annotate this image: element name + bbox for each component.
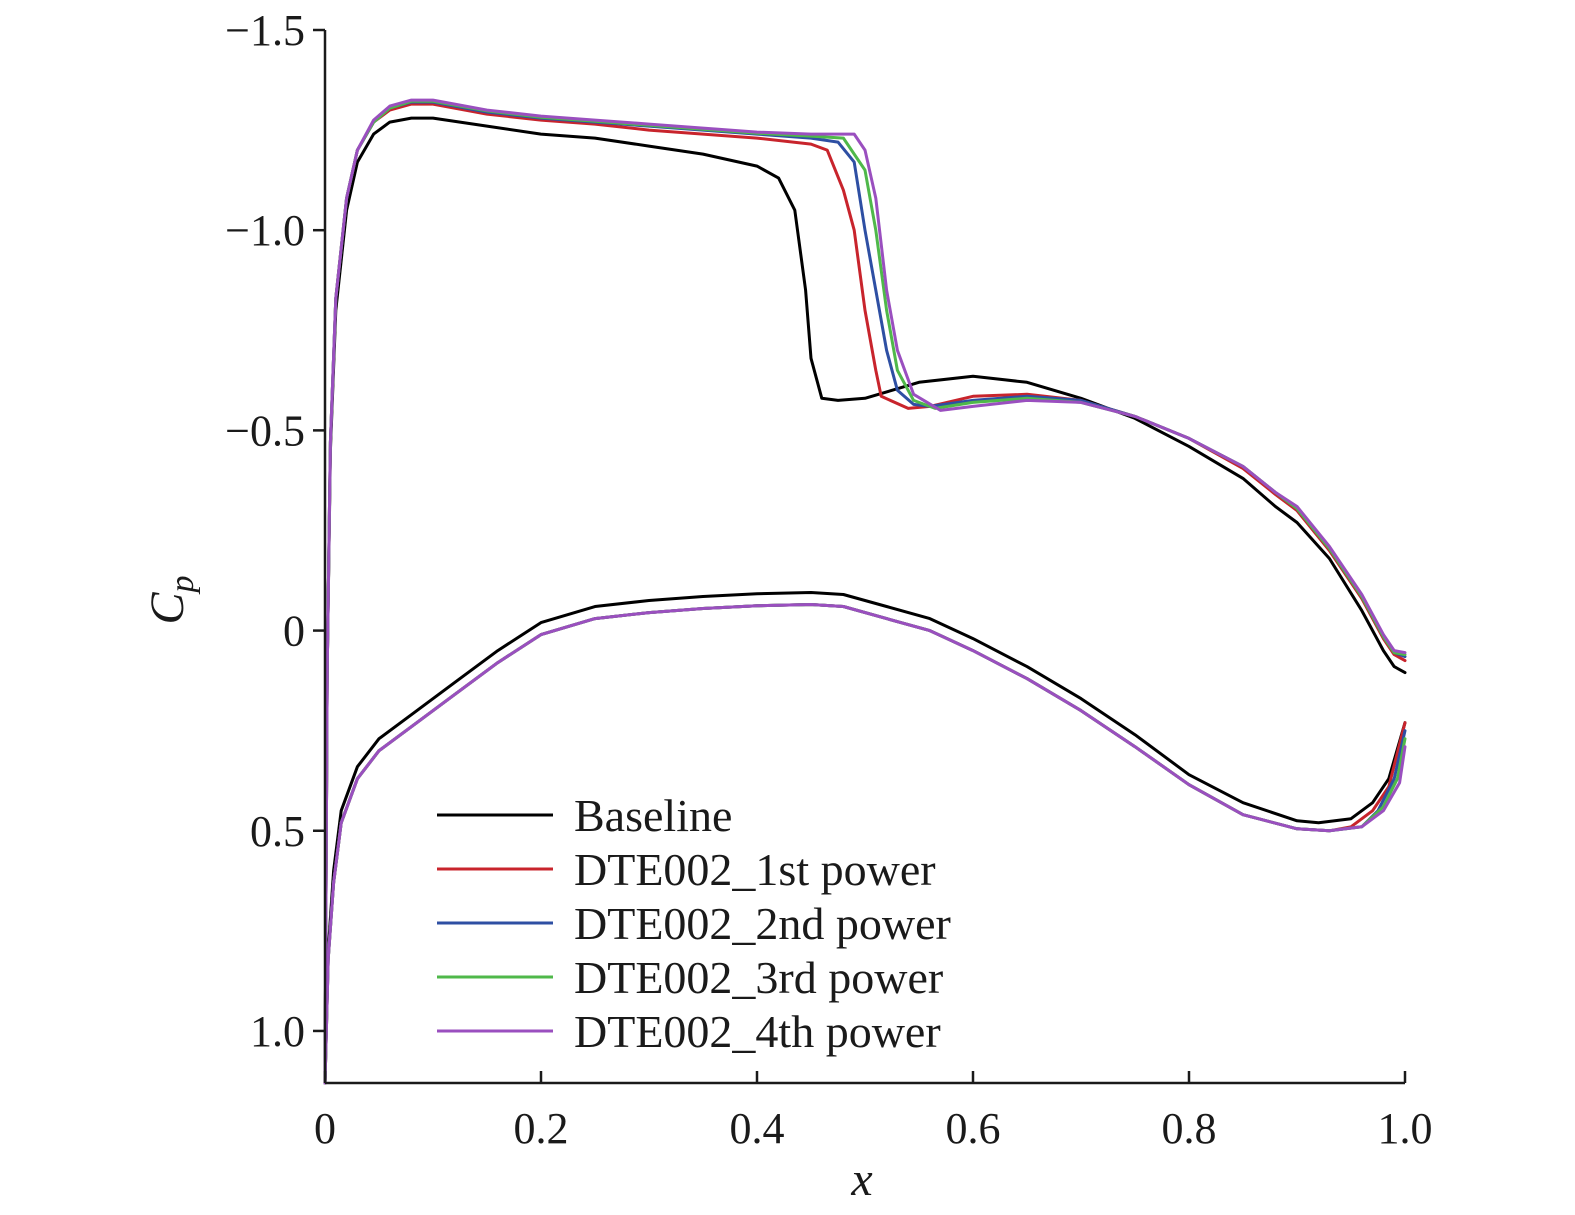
series-line-dte002-4th-power-lower [323,603,1407,1085]
x-tick-label: 0.4 [730,1104,785,1153]
y-axis-title: Cp [141,575,201,624]
y-tick-label: 0.5 [250,807,305,856]
x-tick-label: 0.2 [514,1104,569,1153]
y-tick-label: −1.5 [225,6,305,55]
y-ticks: −1.5 −1.0 −0.5 0 0.5 1.0 [225,6,325,1056]
y-axis-title-main: C [141,592,194,625]
axes [323,30,1405,1085]
x-tick-label: 0 [314,1104,336,1153]
x-ticks: 0 0.2 0.4 0.6 0.8 1.0 [314,1071,1433,1153]
x-tick-label: 0.6 [946,1104,1001,1153]
y-tick-label: −0.5 [225,406,305,455]
y-tick-label: −1.0 [225,206,305,255]
series-line-baseline-lower [323,591,1407,1085]
legend-label: DTE002_3rd power [574,952,943,1003]
legend-label: Baseline [574,790,732,841]
plot-area [323,98,1407,1085]
y-axis-title-subscript: p [164,575,201,594]
legend-label: DTE002_1st power [574,844,936,895]
y-tick-label: 1.0 [250,1007,305,1056]
legend-label: DTE002_4th power [574,1006,941,1057]
x-axis-title: x [850,1153,872,1206]
series-line-dte002-4th-power-upper [323,98,1407,1085]
x-tick-label: 0.8 [1162,1104,1217,1153]
y-tick-label: 0 [283,607,305,656]
legend-label: DTE002_2nd power [574,898,951,949]
x-tick-label: 1.0 [1378,1104,1433,1153]
series-line-baseline-upper [323,116,1407,1085]
